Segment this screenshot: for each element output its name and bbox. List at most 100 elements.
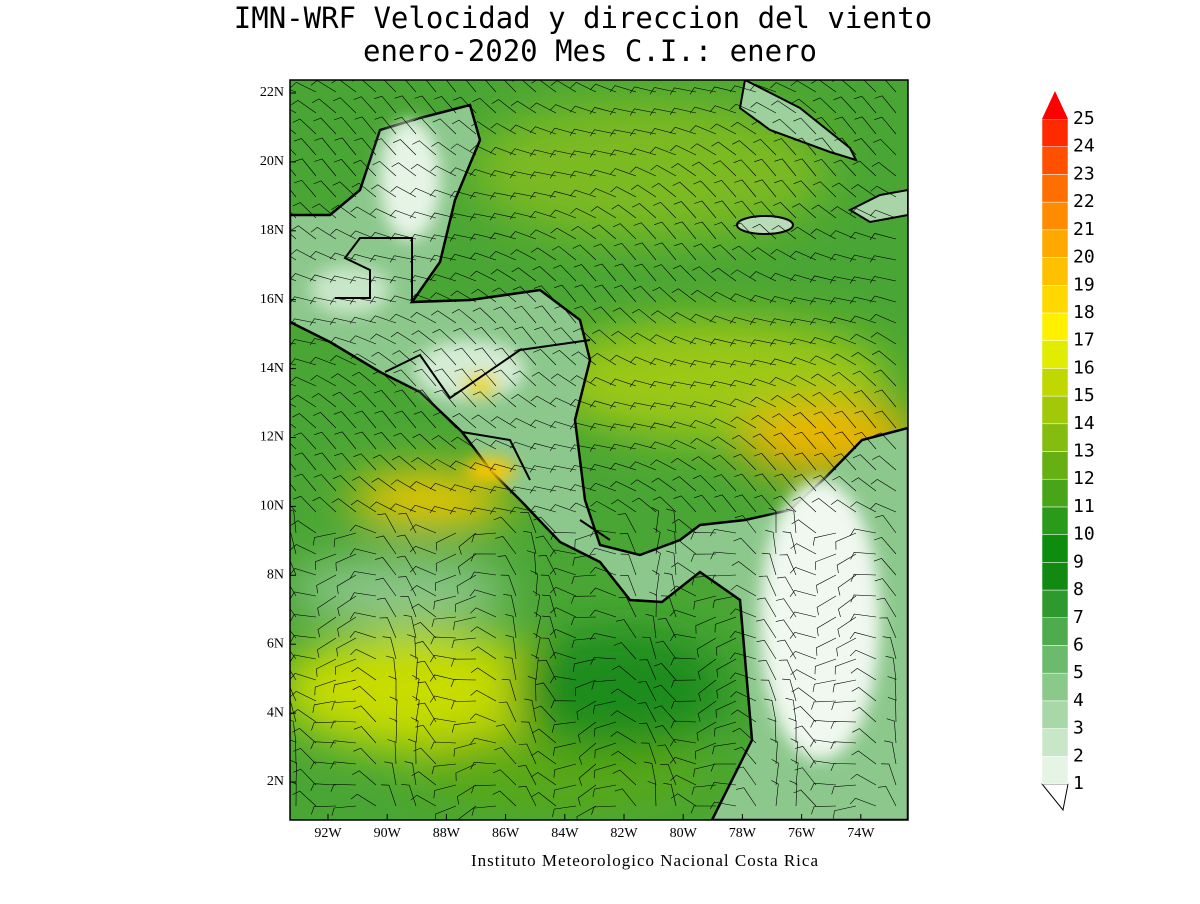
wind-barb — [650, 334, 677, 345]
wind-barb — [884, 80, 897, 93]
wind-barb — [590, 657, 617, 665]
wind-barb — [693, 763, 717, 778]
wind-barb — [493, 369, 517, 387]
wind-barb — [578, 742, 597, 765]
wind-barb — [394, 410, 417, 429]
wind-barb — [430, 458, 457, 471]
wind-barb — [609, 443, 637, 451]
wind-barb — [410, 654, 418, 681]
wind-barb — [412, 349, 437, 366]
wind-barb — [594, 742, 617, 759]
wind-barb — [833, 805, 857, 819]
wind-barb — [509, 231, 537, 240]
wind-barb — [657, 618, 677, 639]
wind-barb — [788, 717, 797, 744]
wind-barb — [649, 380, 677, 389]
wind-barb — [504, 656, 517, 681]
wind-barb — [691, 784, 717, 795]
wind-barb — [754, 158, 777, 177]
wind-barb — [416, 660, 437, 681]
colorbar-label: 20 — [1073, 247, 1095, 268]
wind-barb — [552, 805, 577, 817]
wind-barb — [330, 228, 357, 240]
wind-barb — [349, 230, 377, 240]
wind-barb — [471, 288, 497, 303]
wind-barb — [850, 501, 877, 513]
wind-barb — [470, 690, 497, 702]
wind-barb — [514, 305, 537, 324]
wind-barb — [714, 494, 737, 513]
lat-tick-label: 12N — [260, 430, 284, 445]
wind-barb — [690, 531, 717, 540]
wind-barb — [377, 513, 397, 534]
wind-barb — [790, 759, 799, 786]
lat-tick-label: 14N — [260, 361, 284, 376]
wind-barb — [751, 247, 777, 261]
wind-barb — [593, 763, 617, 779]
wind-barb — [794, 431, 817, 450]
wind-barb — [330, 761, 357, 770]
wind-barb — [773, 202, 797, 219]
wind-barb — [570, 207, 597, 219]
wind-barb — [789, 318, 817, 326]
lon-tick-label: 92W — [314, 826, 342, 841]
wind-barb — [631, 497, 657, 513]
wind-barb — [836, 553, 857, 574]
wind-barb — [572, 244, 597, 261]
wind-barb — [850, 613, 877, 622]
wind-barb — [589, 423, 617, 431]
wind-barb — [497, 555, 517, 576]
wind-barb — [569, 128, 597, 136]
wind-barb — [433, 348, 457, 366]
wind-barb — [313, 412, 337, 429]
wind-barb — [769, 376, 797, 387]
wind-barb — [311, 721, 337, 731]
wind-barb — [514, 326, 537, 345]
wind-barb — [569, 170, 597, 178]
wind-barb — [549, 150, 577, 158]
wind-barb — [830, 721, 857, 729]
wind-barb — [653, 264, 677, 282]
wind-barb — [729, 316, 757, 324]
wind-barb — [771, 759, 779, 786]
wind-barb — [666, 529, 677, 555]
wind-barb — [849, 632, 877, 639]
title-line-1: IMN-WRF Velocidad y direccion del viento — [234, 1, 932, 35]
wind-barb — [396, 555, 417, 576]
wind-barb — [730, 416, 757, 429]
wind-barb — [532, 590, 541, 618]
wind-barb — [634, 263, 657, 282]
wind-barb — [517, 765, 537, 786]
wind-barb — [593, 700, 617, 714]
wind-barb — [333, 159, 357, 177]
wind-barb — [710, 763, 736, 772]
wind-barb — [829, 276, 857, 284]
wind-barb — [569, 399, 597, 408]
wind-barb — [529, 149, 557, 157]
wind-barb — [430, 292, 457, 303]
wind-barb — [474, 347, 497, 366]
footer: Instituto Meteorologico Nacional Costa R… — [471, 851, 819, 870]
wind-barb — [469, 233, 497, 241]
wind-barb — [710, 782, 737, 790]
wind-barb — [349, 276, 377, 284]
wind-barb — [369, 254, 397, 263]
wind-barb — [649, 422, 677, 430]
wind-barb — [309, 297, 337, 305]
wind-barb — [649, 108, 677, 116]
wind-barb — [689, 419, 717, 429]
wind-barb — [789, 250, 817, 261]
wind-barb — [631, 308, 657, 324]
wind-barb — [630, 479, 657, 492]
lon-tick-label: 90W — [374, 826, 402, 841]
wind-barb — [290, 339, 317, 347]
wind-barb — [849, 797, 877, 807]
wind-barb — [776, 639, 797, 660]
wind-barb — [391, 162, 417, 177]
wind-barb — [451, 637, 477, 648]
wind-barb — [634, 242, 657, 261]
wind-barb — [610, 186, 637, 198]
wind-barb — [669, 107, 697, 115]
wind-barb — [503, 80, 517, 93]
